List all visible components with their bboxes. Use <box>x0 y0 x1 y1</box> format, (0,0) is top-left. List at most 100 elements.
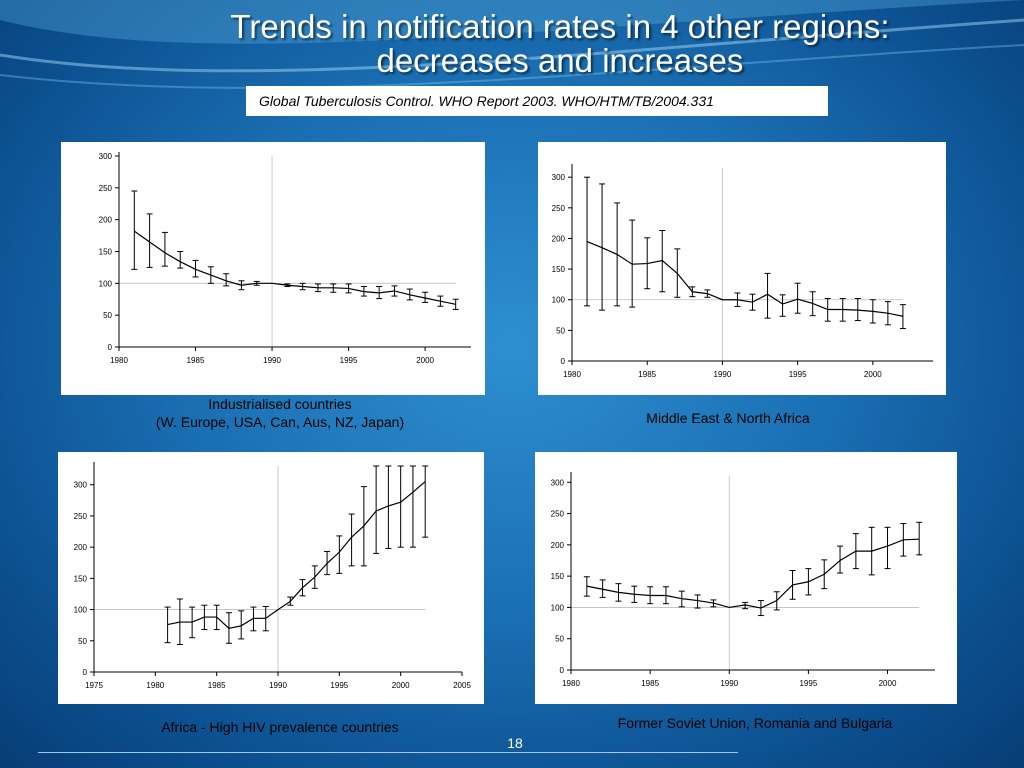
error-bar <box>397 465 404 548</box>
error-bar <box>884 526 891 570</box>
series-line <box>586 240 904 317</box>
chart-panel-africa: 0 50 100 150 200 250 300 1975 1980 1985 1990 1995 20… <box>58 452 484 704</box>
y-tick-label: 50 <box>556 326 565 335</box>
x-tick-label: 1985 <box>187 356 205 365</box>
x-tick-label: 1990 <box>263 356 281 365</box>
slide-title: Trends in notification rates in 4 other … <box>120 10 1000 78</box>
x-tick-label: 1985 <box>638 370 656 379</box>
error-bar <box>854 298 861 322</box>
y-tick-label: 250 <box>74 512 88 521</box>
error-bar <box>779 294 786 317</box>
y-tick-label: 150 <box>552 265 566 274</box>
x-tick-label: 1995 <box>330 681 348 690</box>
x-tick-label: 1990 <box>269 681 287 690</box>
caption-industrialised-line2: (W. Europe, USA, Can, Aus, NZ, Japan) <box>155 414 405 430</box>
caption-industrialised: Industrialised countries (W. Europe, USA… <box>80 395 480 431</box>
error-bar <box>916 521 923 556</box>
error-bar <box>742 601 749 610</box>
y-tick-label: 0 <box>560 666 565 675</box>
x-tick-label: 1985 <box>641 679 659 688</box>
error-bar <box>422 465 429 538</box>
slide-title-line1: Trends in notification rates in 4 other … <box>230 8 890 45</box>
caption-fsu: Former Soviet Union, Romania and Bulgari… <box>617 715 893 731</box>
x-tick-label: 1990 <box>714 370 732 379</box>
x-tick-label: 2000 <box>864 370 882 379</box>
x-tick-label: 1980 <box>110 356 128 365</box>
chart-panel-fsu: 0 50 100 150 200 250 300 1980 1985 1990 1995 2000 <box>535 452 957 704</box>
error-bar <box>238 610 245 640</box>
error-bar <box>131 190 138 270</box>
caption-industrialised-line1: Industrialised countries <box>208 396 352 412</box>
x-tick-label: 1980 <box>562 679 580 688</box>
x-tick-label: 1990 <box>720 679 738 688</box>
chart-panel-mena: 0 50 100 150 200 250 300 1980 1985 1990 1995 2000 <box>538 142 946 395</box>
error-bar <box>223 273 230 287</box>
error-bar <box>177 251 184 269</box>
x-tick-label: 2000 <box>416 356 434 365</box>
x-tick-label: 1995 <box>340 356 358 365</box>
y-tick-label: 200 <box>552 234 566 243</box>
error-bar <box>764 272 771 319</box>
series-line <box>586 538 920 609</box>
y-tick-label: 100 <box>551 603 565 612</box>
error-bar <box>146 213 153 268</box>
y-tick-label: 100 <box>552 296 566 305</box>
series-line <box>167 481 426 629</box>
error-bar <box>599 579 606 598</box>
x-tick-label: 2000 <box>392 681 410 690</box>
y-tick-label: 100 <box>99 279 113 288</box>
y-tick-label: 150 <box>551 572 565 581</box>
x-tick-label: 1995 <box>789 370 807 379</box>
error-bar <box>794 282 801 314</box>
x-tick-label: 2000 <box>879 679 897 688</box>
error-bar <box>837 545 844 574</box>
y-tick-label: 300 <box>551 478 565 487</box>
y-tick-label: 300 <box>74 481 88 490</box>
error-bar <box>422 291 429 303</box>
x-tick-label: 1995 <box>799 679 817 688</box>
error-bar <box>161 231 168 267</box>
y-tick-label: 50 <box>103 311 112 320</box>
error-bar <box>348 513 355 567</box>
error-bar <box>164 606 171 644</box>
y-tick-label: 200 <box>99 216 113 225</box>
page-number: 18 <box>507 735 523 751</box>
y-tick-label: 300 <box>99 152 113 161</box>
x-tick-label: 1975 <box>85 681 103 690</box>
slide-title-line2: decreases and increases <box>376 42 744 79</box>
y-tick-label: 50 <box>555 635 564 644</box>
chart-fsu: 0 50 100 150 200 250 300 1980 1985 1990 1995 2000 <box>551 472 935 688</box>
chart-panel-industrialised: 0 50 100 150 200 250 300 1980 1985 1990 1995 2000 <box>61 142 485 395</box>
y-tick-label: 50 <box>78 637 87 646</box>
y-tick-label: 150 <box>99 248 113 257</box>
error-bar <box>409 465 416 548</box>
error-bar <box>336 535 343 574</box>
x-tick-label: 1980 <box>146 681 164 690</box>
y-tick-label: 150 <box>74 574 88 583</box>
error-bar <box>694 594 701 609</box>
y-tick-label: 200 <box>551 541 565 550</box>
y-tick-label: 250 <box>551 510 565 519</box>
error-bar <box>373 465 380 554</box>
y-tick-label: 200 <box>74 543 88 552</box>
x-tick-label: 1985 <box>208 681 226 690</box>
series-line <box>133 230 456 305</box>
header-swoosh <box>0 0 1024 89</box>
y-tick-label: 300 <box>552 173 566 182</box>
y-tick-label: 0 <box>83 668 88 677</box>
error-bar <box>899 304 906 330</box>
chart-mena: 0 50 100 150 200 250 300 1980 1985 1990 1995 2000 <box>552 164 933 379</box>
y-tick-label: 250 <box>552 204 566 213</box>
source-citation: Global Tuberculosis Control. WHO Report … <box>246 86 828 116</box>
footer-divider <box>38 752 738 753</box>
caption-mena: Middle East & North Africa <box>646 410 810 426</box>
chart-industrialised: 0 50 100 150 200 250 300 1980 1985 1990 1995 2000 <box>99 152 471 365</box>
chart-africa: 0 50 100 150 200 250 300 1975 1980 1985 1990 1995 20… <box>74 462 471 690</box>
error-bar <box>385 465 392 549</box>
caption-africa: Africa - High HIV prevalence countries <box>161 719 399 735</box>
y-tick-label: 100 <box>74 606 88 615</box>
y-tick-label: 0 <box>561 357 566 366</box>
y-tick-label: 250 <box>99 184 113 193</box>
x-tick-label: 1980 <box>563 370 581 379</box>
x-tick-label: 2005 <box>453 681 471 690</box>
